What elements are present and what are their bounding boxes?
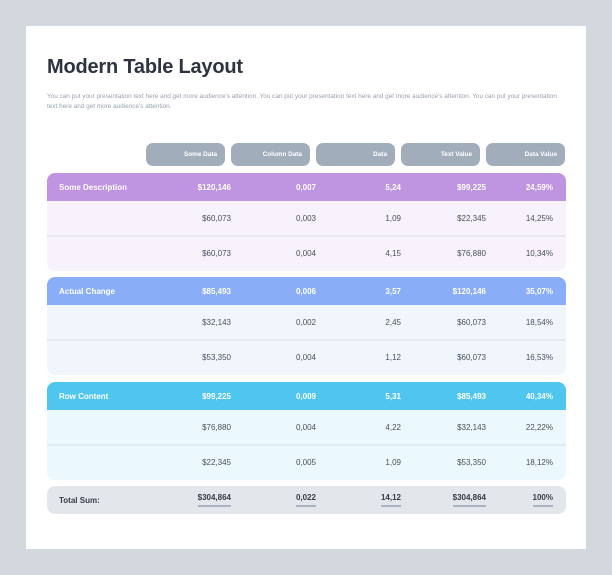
cell-data: 3,57: [385, 286, 401, 296]
cell-data: 1,09: [385, 458, 401, 467]
cell-text-value: $76,880: [457, 249, 486, 258]
cell-some-data: $99,225: [202, 391, 231, 401]
total-label: Total Sum:: [59, 495, 100, 505]
table-group-actual-change: Actual Change $85,493 0,006 3,57 $120,14…: [47, 277, 566, 375]
cell-text-value: $22,345: [457, 214, 486, 223]
cell-data-value: 10,34%: [525, 249, 553, 258]
total-column-data: 0,022: [295, 486, 316, 514]
group-header-row[interactable]: Actual Change $85,493 0,006 3,57 $120,14…: [47, 277, 566, 305]
cell-column-data: 0,006: [295, 286, 316, 296]
cell-some-data: $22,345: [202, 458, 231, 467]
cell-column-data: 0,002: [295, 318, 316, 327]
group-label: Some Description: [59, 182, 128, 192]
cell-data-value: 18,54%: [525, 318, 553, 327]
cell-data-value: 18,12%: [525, 458, 553, 467]
cell-column-data: 0,003: [295, 214, 316, 223]
table-row[interactable]: $53,350 0,004 1,12 $60,073 16,53%: [47, 339, 566, 375]
cell-text-value: $60,073: [457, 318, 486, 327]
total-value: $304,864: [452, 493, 486, 507]
cell-some-data: $60,073: [202, 214, 231, 223]
page-title: Modern Table Layout: [47, 56, 243, 78]
column-header-column-data[interactable]: Column Data: [231, 143, 310, 166]
cell-data-value: 14,25%: [525, 214, 553, 223]
total-data: 14,12: [380, 486, 401, 514]
cell-data-value: 35,07%: [525, 286, 553, 296]
column-header-data[interactable]: Data: [316, 143, 395, 166]
total-text-value: $304,864: [452, 486, 486, 514]
column-header-some-data[interactable]: Some Data: [146, 143, 225, 166]
row-divider: [47, 444, 566, 446]
cell-data: 1,12: [385, 353, 401, 362]
table-row[interactable]: $22,345 0,005 1,09 $53,350 18,12%: [47, 444, 566, 480]
cell-data: 5,24: [385, 182, 401, 192]
cell-text-value: $32,143: [457, 423, 486, 432]
group-header-row[interactable]: Row Content $99,225 0,009 5,31 $85,493 4…: [47, 382, 566, 410]
cell-column-data: 0,007: [295, 182, 316, 192]
table-group-row-content: Row Content $99,225 0,009 5,31 $85,493 4…: [47, 382, 566, 480]
table-row[interactable]: $76,880 0,004 4,22 $32,143 22,22%: [47, 410, 566, 445]
cell-text-value: $85,493: [457, 391, 486, 401]
cell-column-data: 0,004: [295, 249, 316, 258]
cell-text-value: $120,146: [452, 286, 486, 296]
cell-data-value: 24,59%: [525, 182, 553, 192]
cell-some-data: $53,350: [202, 353, 231, 362]
row-divider: [47, 235, 566, 237]
column-header-data-value[interactable]: Data Value: [486, 143, 565, 166]
description-text: You can put your presentation text here …: [47, 93, 557, 110]
cell-data: 2,45: [385, 318, 401, 327]
cell-column-data: 0,005: [295, 458, 316, 467]
cell-some-data: $32,143: [202, 318, 231, 327]
cell-column-data: 0,009: [295, 391, 316, 401]
cell-column-data: 0,004: [295, 353, 316, 362]
table-row[interactable]: $60,073 0,003 1,09 $22,345 14,25%: [47, 201, 566, 236]
total-row[interactable]: Total Sum: $304,864 0,022 14,12 $304,864…: [47, 486, 566, 514]
cell-some-data: $76,880: [202, 423, 231, 432]
group-label: Actual Change: [59, 286, 116, 296]
table-row[interactable]: $60,073 0,004 4,15 $76,880 10,34%: [47, 235, 566, 271]
total-value: 14,12: [380, 493, 401, 507]
cell-data-value: 40,34%: [525, 391, 553, 401]
cell-data-value: 16,53%: [525, 353, 553, 362]
table-group-some-description: Some Description $120,146 0,007 5,24 $99…: [47, 173, 566, 271]
column-header-text-value[interactable]: Text Value: [401, 143, 480, 166]
cell-text-value: $99,225: [457, 182, 486, 192]
cell-some-data: $120,146: [197, 182, 231, 192]
cell-data: 4,15: [385, 249, 401, 258]
total-some-data: $304,864: [197, 486, 231, 514]
cell-text-value: $60,073: [457, 353, 486, 362]
total-value: $304,864: [197, 493, 231, 507]
cell-column-data: 0,004: [295, 423, 316, 432]
cell-some-data: $60,073: [202, 249, 231, 258]
cell-data: 5,31: [385, 391, 401, 401]
group-header-row[interactable]: Some Description $120,146 0,007 5,24 $99…: [47, 173, 566, 201]
group-label: Row Content: [59, 391, 109, 401]
row-divider: [47, 339, 566, 341]
cell-data: 4,22: [385, 423, 401, 432]
cell-some-data: $85,493: [202, 286, 231, 296]
total-value: 0,022: [295, 493, 316, 507]
total-value: 100%: [532, 493, 553, 507]
table-card: Modern Table Layout You can put your pre…: [26, 26, 586, 549]
cell-text-value: $53,350: [457, 458, 486, 467]
total-data-value: 100%: [532, 486, 553, 514]
cell-data: 1,09: [385, 214, 401, 223]
table-row[interactable]: $32,143 0,002 2,45 $60,073 18,54%: [47, 305, 566, 340]
cell-data-value: 22,22%: [525, 423, 553, 432]
